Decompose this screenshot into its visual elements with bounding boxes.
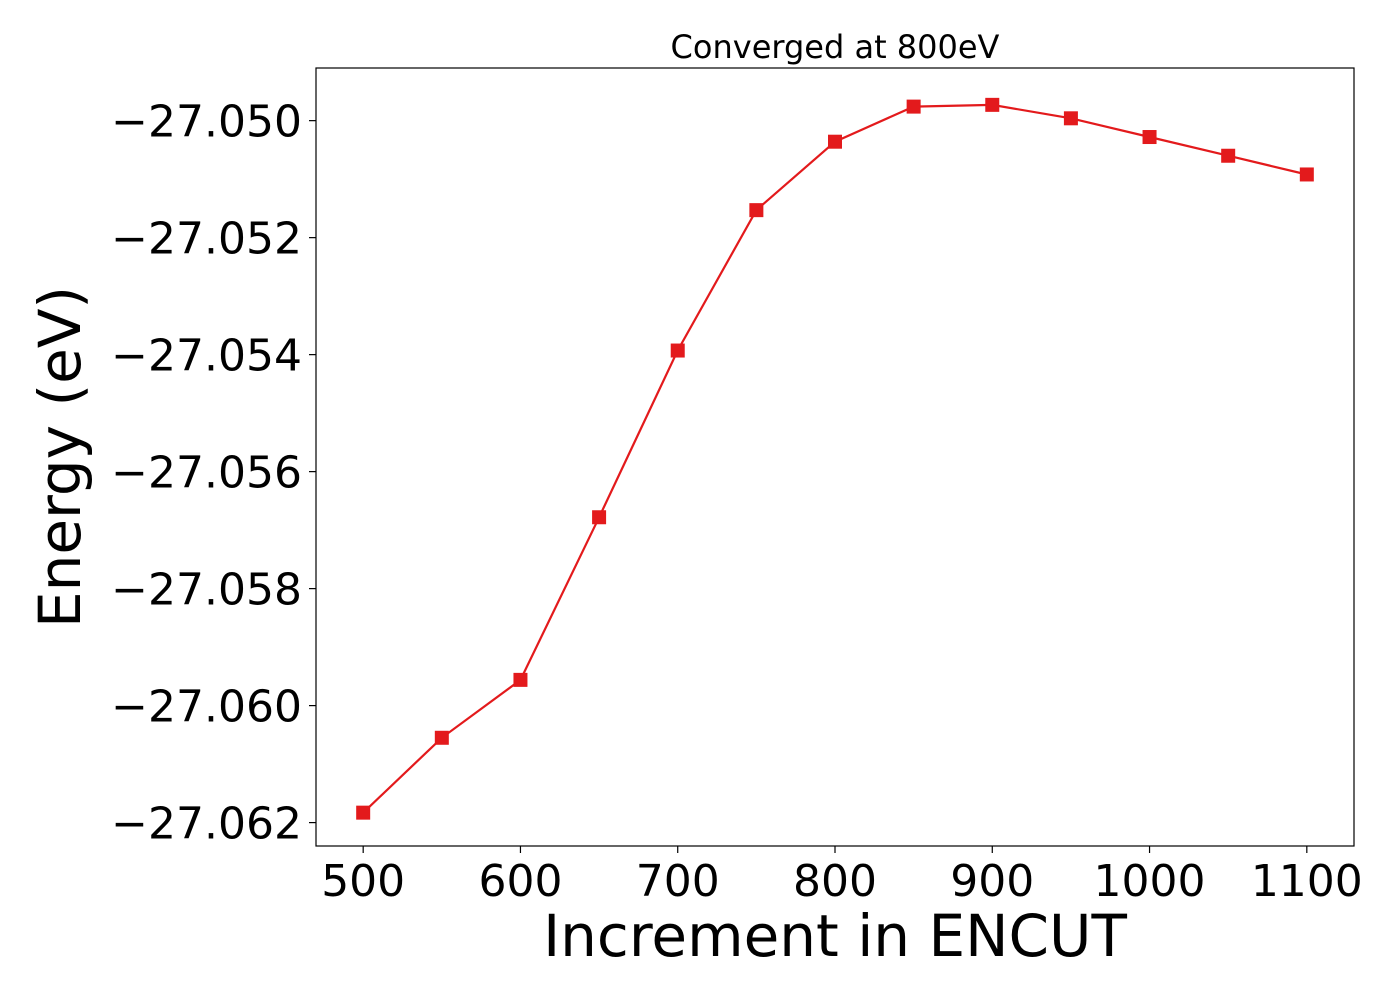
y-tick-label: −27.062 [111,799,302,850]
chart-title: Converged at 800eV [671,28,1000,66]
y-axis-ticks: −27.050 −27.052 −27.054 −27.056 −27.058 −27.0… [111,97,316,850]
x-tick-label: 1100 [1251,856,1363,907]
data-point-marker [1063,111,1078,126]
data-point-marker [513,672,528,687]
y-tick-label: −27.058 [111,565,302,616]
x-tick-label: 1000 [1094,856,1206,907]
x-tick-label: 700 [636,856,720,907]
y-tick-label: −27.052 [111,214,302,265]
x-tick-label: 800 [793,856,877,907]
data-point-marker [749,203,764,218]
data-point-marker [1221,148,1236,163]
x-axis-label: Increment in ENCUT [543,902,1127,970]
y-tick-label: −27.050 [111,97,302,148]
data-point-marker [356,805,371,820]
data-point-marker [1299,167,1314,182]
series-group [356,97,1314,820]
data-point-marker [906,99,921,114]
data-point-marker [434,730,449,745]
data-point-marker [1142,130,1157,145]
y-axis-label: Energy (eV) [26,286,94,628]
x-tick-label: 900 [950,856,1034,907]
x-tick-label: 600 [478,856,562,907]
x-tick-label: 500 [321,856,405,907]
series-line [362,103,1308,814]
data-point-marker [828,134,842,149]
y-tick-label: −27.054 [111,331,302,382]
y-tick-label: −27.060 [111,682,302,733]
y-tick-label: −27.056 [111,448,302,499]
x-axis-ticks: 500 600 700 800 900 1000 1100 [321,846,1363,907]
data-point-marker [592,510,607,525]
plot-area-frame [315,67,1355,847]
data-point-marker [670,343,685,358]
data-point-marker [985,97,1000,112]
